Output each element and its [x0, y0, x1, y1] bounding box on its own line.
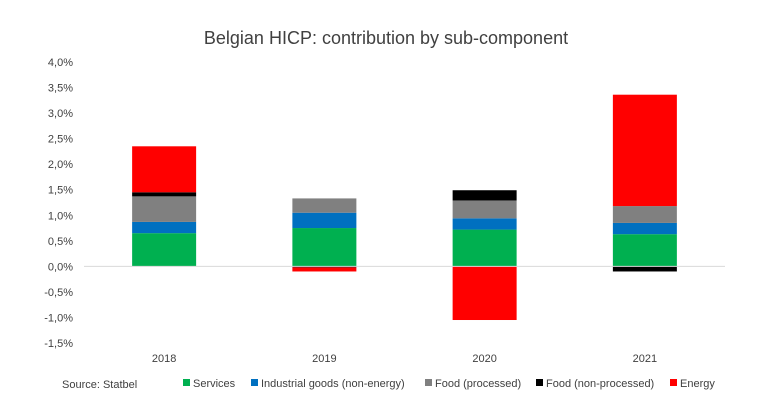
chart-title: Belgian HICP: contribution by sub-compon… [204, 28, 568, 48]
bar-segment [292, 266, 357, 268]
bar-segment [452, 266, 517, 321]
legend-label: Food (non-processed) [546, 378, 654, 390]
bar-segment [612, 234, 677, 267]
bar-segment [292, 212, 357, 229]
y-tick-label: 3,5% [48, 83, 73, 95]
y-axis: 4,0% 3,5% 3,0% 2,5% 2,0% 1,5% 1,0% 0,5% 0,0% -0,5… [44, 57, 73, 350]
bar-segment [292, 198, 357, 213]
bar-segment [132, 233, 197, 267]
y-tick-label: 2,0% [48, 159, 73, 171]
y-tick-label: -1,5% [44, 338, 73, 350]
source-note: Source: Statbel [62, 379, 137, 391]
bar-segment [612, 206, 677, 223]
y-tick-label: -1,0% [44, 312, 73, 324]
legend: Services Industrial goods (non-energy) Foo… [183, 378, 715, 390]
legend-swatch [183, 379, 190, 386]
bar-segment [132, 221, 197, 234]
y-tick-label: 4,0% [48, 57, 73, 69]
y-tick-label: 1,0% [48, 210, 73, 222]
x-tick-label: 2019 [312, 353, 336, 365]
bar-segment [452, 200, 517, 219]
y-tick-label: 3,0% [48, 108, 73, 120]
bar-segment [132, 196, 197, 222]
bar-segment [292, 267, 357, 272]
bars [132, 94, 677, 321]
legend-label: Food (processed) [435, 378, 521, 390]
bar-segment [132, 146, 197, 193]
x-tick-label: 2020 [472, 353, 496, 365]
legend-label: Services [193, 378, 236, 390]
x-tick-label: 2018 [152, 353, 176, 365]
x-axis-labels: 2018 2019 2020 2021 [152, 353, 657, 365]
legend-swatch [536, 379, 543, 386]
bar-segment [452, 218, 517, 230]
legend-swatch [425, 379, 432, 386]
y-tick-label: -0,5% [44, 287, 73, 299]
y-tick-label: 2,5% [48, 134, 73, 146]
y-tick-label: 1,5% [48, 185, 73, 197]
legend-label: Industrial goods (non-energy) [261, 378, 405, 390]
bar-segment [452, 190, 517, 201]
legend-label: Energy [680, 378, 715, 390]
bar-segment [292, 228, 357, 267]
y-tick-label: 0,5% [48, 236, 73, 248]
legend-swatch [670, 379, 677, 386]
bar-segment [132, 192, 197, 197]
y-tick-label: 0,0% [48, 261, 73, 273]
legend-swatch [251, 379, 258, 386]
bar-segment [612, 266, 677, 272]
bar-segment [612, 222, 677, 235]
bar-segment [612, 94, 677, 207]
bar-segment [452, 229, 517, 267]
x-tick-label: 2021 [633, 353, 657, 365]
